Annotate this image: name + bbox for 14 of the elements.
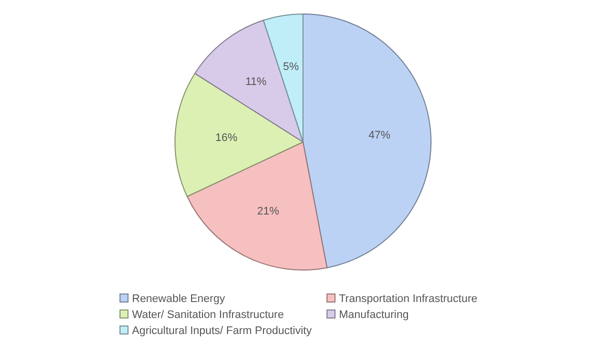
pie-slice — [302, 14, 432, 268]
pie-slice — [194, 20, 304, 142]
pie-slice — [186, 142, 328, 270]
legend-label: Manufacturing — [339, 308, 409, 321]
legend-label: Transportation Infrastructure — [339, 292, 478, 305]
legend-label: Renewable Energy — [132, 292, 226, 305]
legend-label: Water/ Sanitation Infrastructure — [132, 308, 284, 321]
pie-slice — [174, 72, 304, 197]
data-label: 47% — [368, 130, 391, 142]
data-label: 16% — [215, 132, 238, 144]
data-label: 11% — [245, 76, 267, 88]
data-label: 21% — [257, 205, 280, 218]
data-label: 5% — [283, 60, 300, 73]
legend-label: Agricultural Inputs/ Farm Productivity — [132, 324, 312, 337]
